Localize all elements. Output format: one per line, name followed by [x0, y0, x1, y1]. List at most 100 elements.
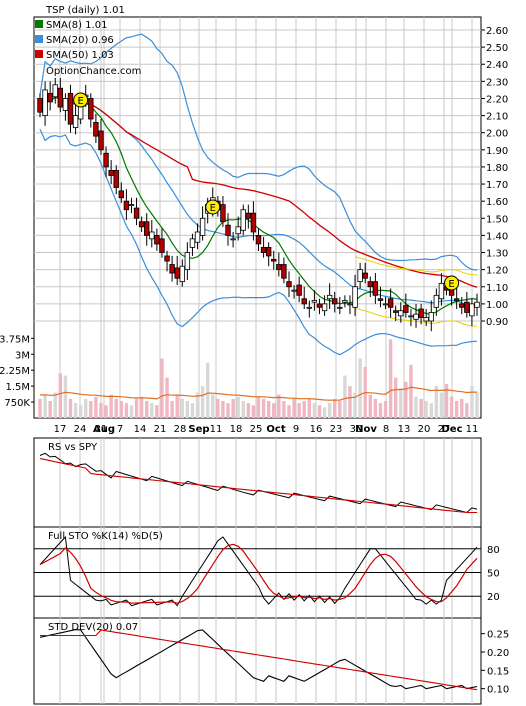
- volume-bar: [297, 403, 301, 418]
- candle-body: [220, 204, 226, 223]
- volume-bar: [129, 405, 134, 418]
- candle-body: [276, 264, 282, 271]
- y-tick-label: 1.10: [486, 283, 508, 294]
- y-tick-label: 1.70: [486, 180, 508, 191]
- x-tick-label: 27: [438, 424, 451, 435]
- candle-body: [103, 152, 109, 168]
- y-tick-label: 2.60: [486, 26, 508, 37]
- volume-bar: [236, 396, 240, 418]
- x-tick-label: 11: [210, 424, 223, 435]
- volume-bar: [170, 401, 174, 418]
- candle-body: [230, 238, 236, 241]
- candle-body: [52, 84, 58, 98]
- legend-swatch-sma50: [35, 50, 43, 58]
- volume-bar: [307, 398, 312, 418]
- x-tick-label: 18: [230, 424, 243, 435]
- volume-bar: [470, 386, 474, 418]
- candle-body: [428, 312, 434, 322]
- candle-body: [281, 264, 287, 279]
- volume-bar: [114, 398, 118, 418]
- candle-body: [408, 315, 414, 318]
- y-tick-label: 1.30: [486, 249, 508, 260]
- volume-bar: [399, 388, 403, 418]
- legend-sma20: SMA(20) 0.96: [46, 35, 114, 46]
- volume-bar: [388, 339, 393, 418]
- x-tick-label: 25: [250, 424, 263, 435]
- sto-tick-label: 20: [487, 592, 500, 603]
- candle-body: [260, 246, 267, 253]
- candle-body: [133, 207, 140, 219]
- volume-bar: [231, 398, 235, 418]
- candle-body: [372, 281, 379, 296]
- x-tick-label: 30: [350, 424, 363, 435]
- candle-body: [403, 305, 409, 313]
- volume-bar: [94, 396, 98, 418]
- legend-swatch-sma20: [35, 35, 43, 43]
- vol-tick-label: 1.5M: [5, 382, 30, 393]
- volume-bar: [139, 396, 144, 418]
- candle-body: [326, 294, 333, 300]
- volume-bar: [429, 403, 433, 418]
- volume-bar: [393, 377, 398, 418]
- volume-bar: [343, 375, 347, 418]
- candle-body: [367, 281, 373, 288]
- rs-average-line: [39, 458, 477, 514]
- volume-bar: [475, 392, 479, 418]
- volume-bar: [150, 403, 154, 418]
- candle-body: [108, 169, 114, 176]
- rs-title: RS vs SPY: [48, 442, 98, 453]
- candle-body: [240, 209, 246, 231]
- y-tick-label: 1.00: [486, 300, 508, 311]
- candle-body: [296, 284, 302, 296]
- candle-body: [387, 298, 394, 308]
- volume-bar: [292, 398, 296, 418]
- candle-body: [271, 258, 277, 262]
- candle-body: [123, 200, 130, 211]
- volume-bar: [287, 405, 291, 418]
- volume-bar: [216, 398, 220, 418]
- y-tick-label: 2.40: [486, 60, 508, 71]
- candle-body: [159, 238, 165, 253]
- candle-body: [474, 301, 480, 308]
- candle-body: [418, 308, 424, 318]
- volume-bar: [353, 392, 357, 418]
- volume-bar: [160, 358, 164, 418]
- volume-bar: [195, 392, 200, 418]
- y-tick-label: 2.50: [486, 43, 508, 54]
- volume-bar: [414, 396, 418, 418]
- candle-body: [179, 265, 185, 283]
- candle-body: [398, 310, 404, 317]
- candle-body: [453, 298, 460, 301]
- candle-body: [62, 98, 69, 111]
- volume-bar: [175, 394, 179, 418]
- candle-body: [37, 98, 43, 113]
- volume-bar: [99, 403, 103, 418]
- volume-bar: [68, 398, 73, 418]
- volume-bar: [89, 401, 93, 418]
- candle-body: [291, 289, 297, 292]
- candle-body: [189, 238, 196, 248]
- volume-bar: [48, 401, 52, 418]
- x-tick-label: 21: [154, 424, 167, 435]
- volume-bar: [434, 386, 439, 418]
- volume-bar: [424, 401, 428, 418]
- candle-body: [301, 298, 307, 305]
- candle-body: [113, 169, 119, 188]
- candle-body: [138, 221, 145, 228]
- x-tick-label: 28: [174, 424, 187, 435]
- candle-body: [128, 204, 135, 207]
- volume-bar: [211, 394, 215, 418]
- volume-bar: [53, 392, 57, 418]
- volume-bar: [261, 398, 266, 418]
- candle-body: [42, 89, 48, 116]
- x-tick-label: 20: [418, 424, 431, 435]
- candle-body: [164, 255, 170, 262]
- sto-tick-label: 80: [487, 545, 500, 556]
- candle-body: [57, 87, 64, 108]
- candle-body: [67, 92, 74, 125]
- volume-bar: [338, 401, 342, 418]
- volume-bar: [185, 401, 190, 418]
- x-tick-label: 24: [74, 424, 87, 435]
